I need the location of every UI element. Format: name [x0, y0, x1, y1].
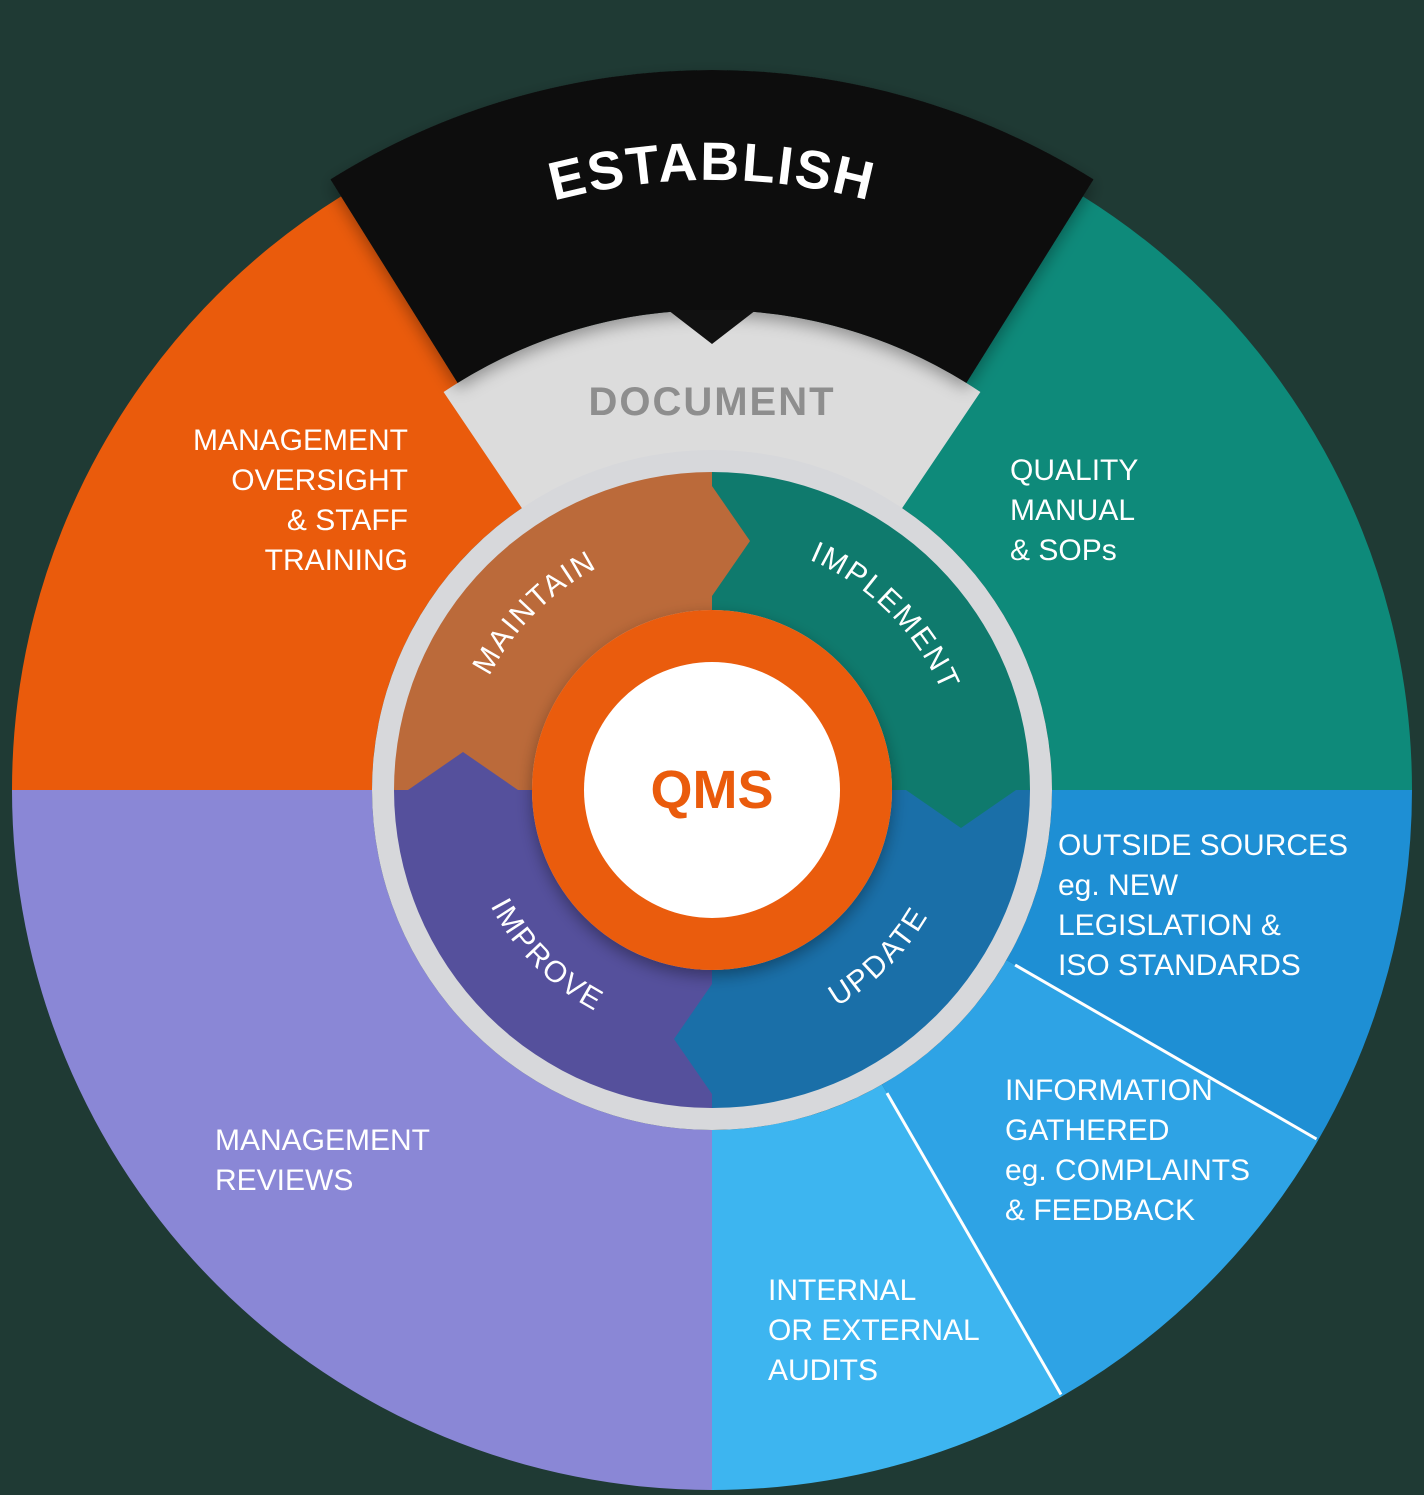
- document-label: DOCUMENT: [588, 380, 835, 424]
- center-label: QMS: [650, 760, 773, 820]
- qms-diagram: QMSESTABLISHDOCUMENTIMPLEMENTUPDATEIMPRO…: [0, 0, 1424, 1495]
